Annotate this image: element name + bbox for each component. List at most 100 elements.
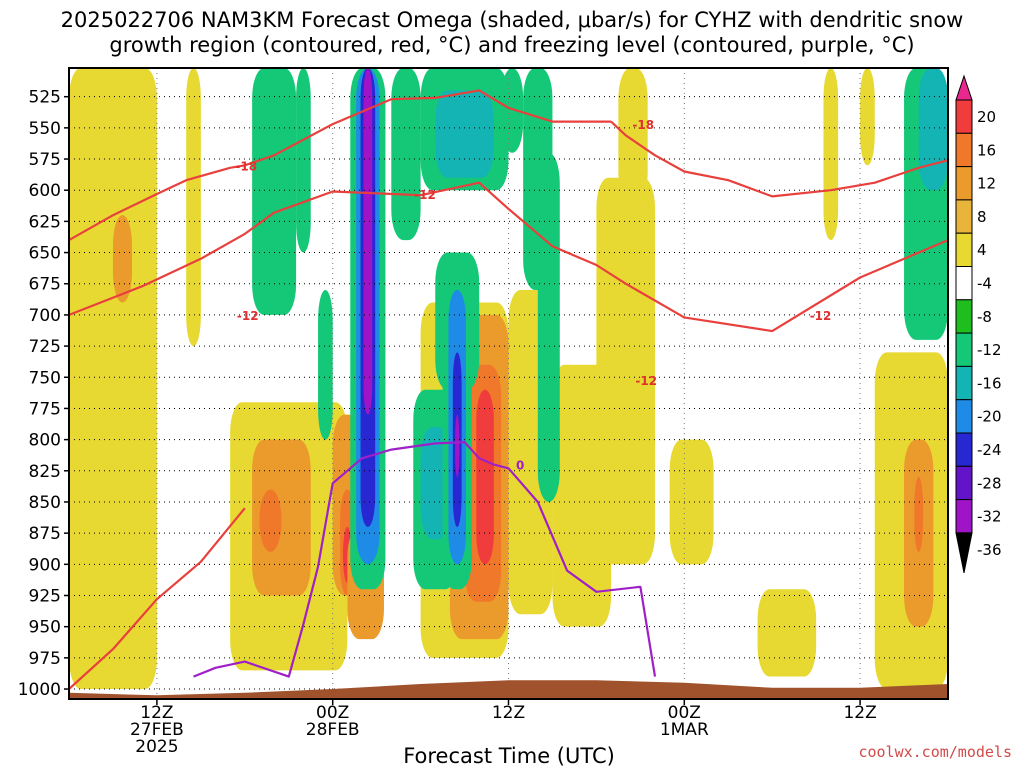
y-tick-label-925: 925 [29, 586, 61, 606]
y-tick-label-750: 750 [29, 368, 61, 388]
y-tick-label-600: 600 [29, 181, 61, 201]
colorbar-bottom-arrow [955, 532, 973, 573]
contour-label-4: -12 [635, 374, 657, 388]
omega-region-35 [435, 90, 494, 178]
colorbar-swatch-12 [955, 465, 973, 501]
colorbar-swatch-5 [955, 232, 973, 267]
y-tick-label-700: 700 [29, 306, 61, 326]
colorbar-label-5: -4 [977, 275, 992, 293]
x-tick-label-6-2: 2025 [135, 737, 178, 757]
omega-region-26 [252, 68, 297, 315]
omega-region-28 [318, 289, 333, 440]
plot-area [69, 68, 948, 699]
y-tick-label-950: 950 [29, 618, 61, 638]
colorbar-swatch-4 [955, 199, 973, 234]
colorbar-swatch-2 [955, 132, 973, 168]
colorbar-swatch-13 [955, 499, 973, 534]
omega-region-42 [455, 414, 460, 478]
y-tick-label-850: 850 [29, 493, 61, 513]
y-axis: 525 550 575 600 625 650 675 700 725 750 775 800 825 8… [18, 88, 69, 700]
freezing-level-contour [193, 441, 657, 678]
omega-region-33 [391, 68, 421, 241]
contour-label-3: -18 [632, 118, 654, 132]
colorbar-label-12: -32 [977, 508, 1002, 526]
ground-terrain [69, 680, 948, 699]
y-tick-label-650: 650 [29, 244, 61, 264]
x-tick-label-6-1: 27FEB [130, 720, 184, 740]
isotherm-minus12-lower [69, 507, 246, 690]
y-tick-label-1000: 1000 [18, 680, 61, 700]
contour-label-1: -12 [414, 188, 436, 202]
omega-region-5 [252, 439, 311, 596]
isotherm-minus18-left [69, 164, 245, 242]
colorbar-label-7: -12 [977, 341, 1002, 359]
y-tick-label-625: 625 [29, 212, 61, 232]
y-tick-label-575: 575 [29, 150, 61, 170]
colorbar-swatch-9 [955, 365, 973, 401]
omega-region-19 [669, 439, 714, 565]
y-tick-label-725: 725 [29, 337, 61, 357]
y-tick-label-775: 775 [29, 399, 61, 419]
colorbar: 20 16 12 8 4 -4 -8 -12 -16 -20 -24 -28 -32 -36 [955, 74, 1002, 573]
omega-region-14 [476, 389, 494, 565]
omega-region-1 [186, 68, 201, 347]
y-tick-label-550: 550 [29, 119, 61, 139]
colorbar-label-10: -24 [977, 441, 1002, 459]
y-tick-label-900: 900 [29, 555, 61, 575]
x-tick-label-42-1: 1MAR [660, 720, 709, 740]
omega-region-45 [501, 68, 524, 153]
omega-region-20 [757, 589, 817, 677]
y-tick-label-800: 800 [29, 431, 61, 451]
isotherm-minus12-main [69, 181, 948, 333]
x-tick-label-54-0: 12Z [843, 703, 876, 723]
omega-region-17 [596, 177, 655, 565]
colorbar-swatch-1 [955, 99, 973, 134]
contour-labels: -18 -12 -12 -18 -12 -12 0 [235, 118, 832, 473]
colorbar-label-0: 20 [977, 108, 996, 126]
omega-region-6 [259, 489, 282, 552]
colorbar-swatch-11 [955, 432, 973, 467]
omega-region-27 [296, 68, 311, 253]
contour-label-6: 0 [516, 459, 524, 473]
x-axis-label: Forecast Time (UTC) [403, 744, 615, 768]
omega-region-32 [363, 68, 373, 415]
x-tick-label-18-1: 28FEB [306, 720, 360, 740]
omega-region-44 [537, 152, 560, 502]
x-tick-label-6-0: 12Z [140, 703, 173, 723]
colorbar-label-4: 4 [977, 241, 987, 259]
isotherm-minus12-upper [244, 89, 612, 167]
colorbar-label-8: -16 [977, 374, 1002, 392]
isotherm-minus18-right [610, 120, 948, 198]
credit-link[interactable]: coolwx.com/models [858, 743, 1012, 761]
y-tick-label-875: 875 [29, 524, 61, 544]
omega-region-47 [918, 68, 948, 191]
colorbar-label-9: -20 [977, 408, 1002, 426]
omega-region-18 [618, 68, 648, 203]
colorbar-label-3: 8 [977, 208, 987, 226]
y-tick-label-675: 675 [29, 275, 61, 295]
colorbar-swatch-10 [955, 399, 973, 434]
chart-title-line1: 2025022706 NAM3KM Forecast Omega (shaded… [61, 8, 964, 32]
colorbar-top-arrow [955, 74, 973, 101]
colorbar-swatch-7 [955, 299, 973, 334]
gridlines [69, 68, 948, 699]
colorbar-swatch-6 [955, 266, 973, 301]
omega-region-2 [112, 314, 143, 596]
omega-region-24 [823, 68, 839, 241]
contour-label-2: -12 [237, 309, 259, 323]
contours [69, 89, 948, 690]
colorbar-label-1: 16 [977, 141, 996, 159]
x-tick-label-42-0: 00Z [668, 703, 701, 723]
omega-shading [69, 68, 948, 690]
x-tick-label-18-0: 00Z [316, 703, 349, 723]
colorbar-label-6: -8 [977, 308, 992, 326]
colorbar-swatch-8 [955, 332, 973, 367]
x-tick-label-30-0: 12Z [492, 703, 525, 723]
y-tick-label-975: 975 [29, 649, 61, 669]
y-tick-label-825: 825 [29, 462, 61, 482]
contour-label-5: -12 [810, 309, 832, 323]
colorbar-label-13: -36 [977, 541, 1002, 559]
colorbar-swatch-3 [955, 166, 973, 201]
omega-region-25 [860, 68, 875, 166]
